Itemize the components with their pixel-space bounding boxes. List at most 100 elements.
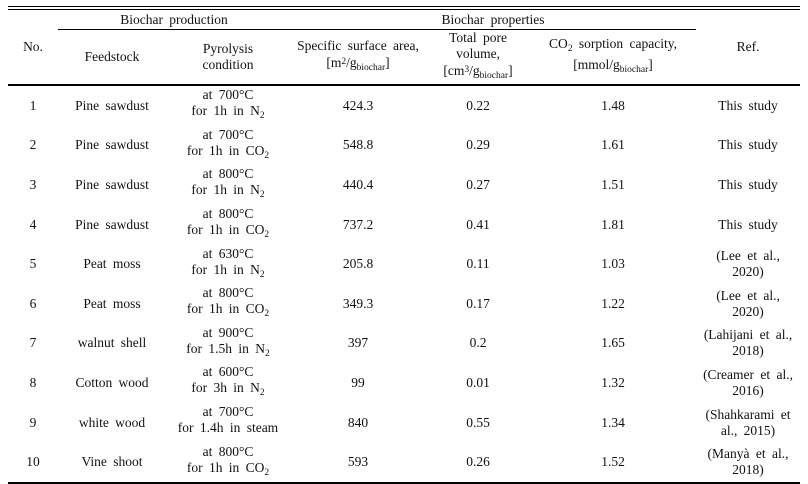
row-ssa: 424.3 (342, 97, 374, 113)
table-header: No. Biochar production Biochar propertie… (8, 8, 801, 86)
row-co2: 1.32 (601, 374, 625, 390)
group-header-production: Biochar production (58, 8, 291, 30)
col-header-pyrolysis: Pyrolysis condition (166, 29, 291, 86)
row-condition: at 800°C for 1h in CO2 (166, 205, 290, 245)
row-condition: at 700°C for 1h in N2 (166, 85, 290, 126)
row-feedstock: Peat moss (83, 295, 141, 311)
row-feedstock: Pine sawdust (75, 216, 149, 232)
row-condition: at 900°C for 1.5h in N2 (166, 324, 290, 364)
row-ref: (Creamer et al., 2016) (703, 366, 793, 398)
row-tpv: 0.55 (466, 414, 490, 430)
condition-duration: for 1h in N2 (191, 261, 265, 280)
row-ssa: 593 (347, 454, 369, 470)
row-co2: 1.34 (601, 414, 625, 430)
col-header-ssa: Specific surface area, [m2/gbiochar] (290, 29, 427, 86)
pyrolysis-label-line1: Pyrolysis (202, 41, 254, 56)
row-ssa: 840 (347, 414, 369, 430)
table-row: 1 Pine sawdust at 700°C for 1h in N2 424… (8, 85, 800, 126)
row-no: 2 (29, 137, 37, 153)
tpv-label: Total pore volume, (449, 30, 507, 61)
table-row: 8 Cotton wood at 600°C for 3h in N2 99 0… (8, 363, 800, 403)
condition-temp: at 800°C (202, 285, 254, 301)
table-row: 3 Pine sawdust at 800°C for 1h in N2 440… (8, 165, 800, 205)
row-ref: (Lahijani et al., 2018) (703, 327, 793, 359)
header-sub-row: Feedstock Pyrolysis condition Specific s… (8, 29, 800, 86)
table-row: 9 white wood at 700°C for 1.4h in steam … (8, 403, 800, 443)
ssa-unit: [m2/gbiochar] (326, 55, 390, 73)
row-feedstock: Peat moss (83, 256, 141, 272)
row-tpv: 0.17 (466, 295, 490, 311)
row-co2: 1.22 (601, 295, 625, 311)
row-ref: This study (718, 216, 778, 232)
condition-temp: at 900°C (202, 324, 254, 340)
table-row: 4 Pine sawdust at 800°C for 1h in CO2 73… (8, 205, 800, 245)
row-condition: at 700°C for 1.4h in steam (166, 403, 290, 443)
condition-duration: for 1.4h in steam (177, 420, 279, 436)
table-row: 6 Peat moss at 800°C for 1h in CO2 349.3… (8, 284, 800, 324)
row-tpv: 0.11 (466, 256, 490, 272)
condition-duration: for 1h in CO2 (186, 301, 270, 320)
table-row: 7 walnut shell at 900°C for 1.5h in N2 3… (8, 324, 800, 364)
row-tpv: 0.2 (469, 335, 487, 351)
row-no: 9 (29, 414, 37, 430)
header-group-row: No. Biochar production Biochar propertie… (8, 8, 801, 86)
row-ref: (Shahkarami et al., 2015) (705, 406, 791, 438)
col-header-no: No. (8, 8, 58, 86)
table-row: 10 Vine shoot at 800°C for 1h in CO2 593… (8, 442, 800, 483)
row-tpv: 0.29 (466, 137, 490, 153)
co2-label: CO2 sorption capacity, (549, 36, 677, 54)
row-tpv: 0.22 (466, 97, 490, 113)
condition-temp: at 700°C (202, 126, 254, 142)
row-ssa: 349.3 (342, 295, 374, 311)
row-ref: (Lee et al., 2020) (716, 287, 780, 319)
row-ssa: 548.8 (342, 137, 374, 153)
row-feedstock: walnut shell (77, 335, 147, 351)
condition-duration: for 3h in N2 (191, 380, 265, 399)
row-ssa: 99 (351, 374, 365, 390)
row-feedstock: Pine sawdust (75, 176, 149, 192)
row-ref: This study (718, 137, 778, 153)
row-ssa: 397 (347, 335, 369, 351)
row-no: 1 (29, 97, 37, 113)
tpv-unit: [cm3/gbiochar] (443, 63, 513, 81)
row-condition: at 800°C for 1h in CO2 (166, 284, 290, 324)
row-no: 8 (29, 374, 37, 390)
row-ssa: 205.8 (342, 256, 374, 272)
row-no: 7 (29, 335, 37, 351)
row-condition: at 630°C for 1h in N2 (166, 244, 290, 284)
row-tpv: 0.01 (466, 374, 490, 390)
row-condition: at 700°C for 1h in CO2 (166, 126, 290, 166)
row-no: 3 (29, 176, 37, 192)
col-header-ref: Ref. (696, 8, 801, 86)
row-condition: at 800°C for 1h in CO2 (166, 442, 290, 483)
condition-duration: for 1h in N2 (191, 182, 265, 201)
table-row: 2 Pine sawdust at 700°C for 1h in CO2 54… (8, 126, 800, 166)
row-co2: 1.65 (601, 335, 625, 351)
row-feedstock: white wood (78, 414, 146, 430)
condition-temp: at 800°C (202, 166, 254, 182)
row-feedstock: Vine shoot (81, 454, 143, 470)
row-no: 10 (26, 454, 40, 470)
condition-duration: for 1h in N2 (191, 103, 265, 122)
row-ref: This study (718, 176, 778, 192)
condition-temp: at 800°C (202, 206, 254, 222)
row-no: 6 (29, 295, 37, 311)
row-co2: 1.61 (601, 137, 625, 153)
condition-temp: at 700°C (202, 404, 254, 420)
row-co2: 1.48 (601, 97, 625, 113)
col-header-feedstock: Feedstock (58, 29, 166, 86)
row-ssa: 737.2 (342, 216, 374, 232)
col-header-tpv: Total pore volume, [cm3/gbiochar] (426, 29, 531, 86)
group-header-properties: Biochar properties (290, 8, 697, 30)
condition-duration: for 1.5h in N2 (186, 340, 270, 359)
row-condition: at 800°C for 1h in N2 (166, 165, 290, 205)
table-container: No. Biochar production Biochar propertie… (8, 6, 801, 484)
condition-temp: at 600°C (202, 364, 254, 380)
condition-temp: at 800°C (202, 443, 254, 459)
row-co2: 1.52 (601, 454, 625, 470)
col-header-co2: CO2 sorption capacity, [mmol/gbiochar] (530, 29, 697, 86)
condition-duration: for 1h in CO2 (186, 459, 270, 478)
row-feedstock: Cotton wood (75, 374, 149, 390)
row-ref: (Manyà et al., 2018) (707, 446, 789, 478)
table-row: 5 Peat moss at 630°C for 1h in N2 205.8 … (8, 244, 800, 284)
